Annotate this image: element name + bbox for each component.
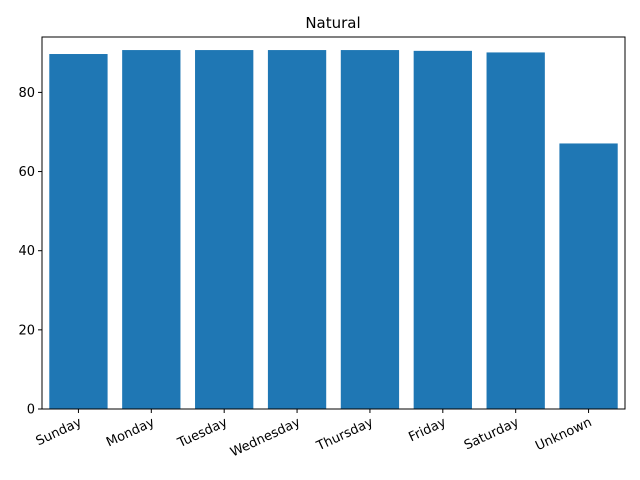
y-tick-label: 60 [18,165,35,180]
chart-title: Natural [305,14,360,32]
bar-sunday [49,54,108,410]
bar-thursday [340,50,400,410]
bar-monday [122,50,181,410]
y-tick-label: 40 [18,244,35,259]
y-tick-label: 0 [27,403,35,418]
bar-unknown [559,143,618,409]
y-axis-ticks: 0 20 40 60 80 [18,86,42,418]
bar-wednesday [267,50,327,410]
bar-friday [413,50,472,409]
bars-group [49,50,618,410]
bar-tuesday [195,50,254,410]
y-tick-label: 20 [18,323,35,338]
y-tick-label: 80 [18,86,35,101]
plot-frame [41,36,626,410]
bar-saturday [486,52,545,410]
